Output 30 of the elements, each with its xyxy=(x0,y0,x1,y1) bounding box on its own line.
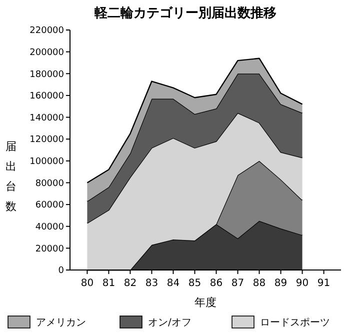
x-tick-label: 87 xyxy=(231,278,244,289)
x-axis-title: 年度 xyxy=(194,296,216,309)
legend-label: オン/オフ xyxy=(148,318,192,328)
y-tick-label: 200000 xyxy=(30,48,64,58)
y-tick-label: 120000 xyxy=(30,135,64,146)
y-tick-label: 160000 xyxy=(30,92,64,102)
x-tick-label: 84 xyxy=(166,278,180,289)
y-tick-label: 220000 xyxy=(30,26,64,36)
chart-title: 軽二輪カテゴリー別届出数推移 xyxy=(94,6,276,21)
y-tick-label: 60000 xyxy=(35,200,64,211)
y-tick-label: 20000 xyxy=(35,244,64,254)
x-tick-label: 82 xyxy=(124,278,137,289)
x-tick-label: 86 xyxy=(210,278,223,289)
y-axis-title: 届出台数 xyxy=(6,140,16,213)
legend-label: アメリカン xyxy=(36,318,86,328)
y-tick-label: 140000 xyxy=(30,113,64,124)
x-tick-label: 85 xyxy=(188,278,202,289)
legend-label: ロードスポーツ xyxy=(260,318,330,328)
y-tick-label: 0 xyxy=(58,266,64,276)
x-tick-label: 91 xyxy=(317,278,330,289)
y-tick-label: 180000 xyxy=(30,70,64,80)
x-tick-label: 80 xyxy=(80,278,94,289)
x-tick-label: 81 xyxy=(102,278,116,289)
x-tick-label: 89 xyxy=(274,278,288,289)
y-tick-label: 40000 xyxy=(35,222,64,233)
x-tick-label: 88 xyxy=(252,278,266,289)
x-tick-label: 90 xyxy=(296,278,309,289)
y-tick-label: 80000 xyxy=(35,178,64,189)
y-tick-label: 100000 xyxy=(30,157,64,168)
x-tick-label: 83 xyxy=(145,278,158,289)
